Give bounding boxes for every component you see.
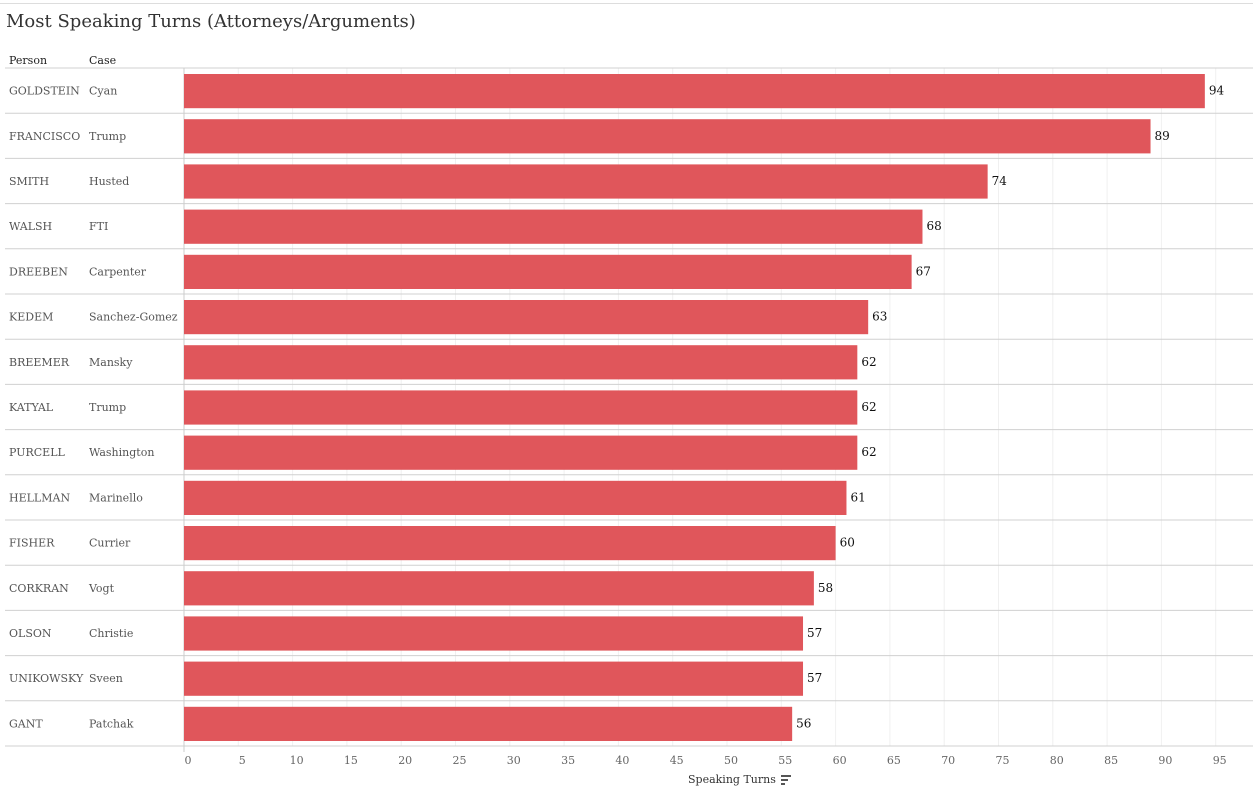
bar[interactable] xyxy=(184,209,923,244)
value-label: 94 xyxy=(1209,84,1225,98)
bar[interactable] xyxy=(184,74,1205,109)
bar[interactable] xyxy=(184,480,847,515)
value-label: 57 xyxy=(807,671,822,685)
bar[interactable] xyxy=(184,164,988,199)
x-tick-label: 50 xyxy=(724,754,738,767)
case-label: Husted xyxy=(89,175,129,188)
person-label: PURCELL xyxy=(9,446,66,459)
case-label: Cyan xyxy=(89,85,117,98)
x-tick-label: 80 xyxy=(1050,754,1064,767)
person-label: KATYAL xyxy=(9,401,54,414)
x-tick-label: 0 xyxy=(185,754,192,767)
x-tick-label: 10 xyxy=(290,754,304,767)
person-label: FRANCISCO xyxy=(9,130,80,143)
value-label: 61 xyxy=(850,490,865,504)
value-label: 89 xyxy=(1155,129,1170,143)
bar[interactable] xyxy=(184,571,814,606)
x-tick-label: 70 xyxy=(941,754,955,767)
person-label: GOLDSTEIN xyxy=(9,85,80,98)
person-label: KEDEM xyxy=(9,311,53,324)
case-label: Patchak xyxy=(89,717,134,730)
value-label: 58 xyxy=(818,581,833,595)
x-tick-label: 15 xyxy=(344,754,358,767)
person-label: DREEBEN xyxy=(9,265,68,278)
person-label: CORKRAN xyxy=(9,582,69,595)
x-tick-label: 20 xyxy=(398,754,412,767)
x-tick-label: 40 xyxy=(615,754,629,767)
value-label: 60 xyxy=(840,536,855,550)
x-axis-label[interactable]: Speaking Turns xyxy=(688,773,791,787)
value-label: 74 xyxy=(992,174,1008,188)
x-tick-label: 5 xyxy=(239,754,246,767)
case-label: Vogt xyxy=(88,582,115,595)
bar[interactable] xyxy=(184,390,858,425)
person-header[interactable]: Person xyxy=(9,54,48,67)
x-tick-label: 90 xyxy=(1158,754,1172,767)
x-tick-label: 30 xyxy=(507,754,521,767)
value-label: 56 xyxy=(796,716,811,730)
bar[interactable] xyxy=(184,661,804,696)
value-label: 68 xyxy=(926,219,941,233)
case-label: Mansky xyxy=(89,356,133,369)
case-header[interactable]: Case xyxy=(89,54,117,67)
top-border xyxy=(0,3,1253,4)
value-label: 62 xyxy=(861,445,876,459)
person-label: HELLMAN xyxy=(9,491,70,504)
case-label: FTI xyxy=(89,220,108,233)
person-label: FISHER xyxy=(9,537,55,550)
x-tick-label: 65 xyxy=(887,754,901,767)
x-tick-label: 60 xyxy=(833,754,847,767)
case-label: Trump xyxy=(89,401,126,414)
value-label: 63 xyxy=(872,310,887,324)
value-label: 62 xyxy=(861,400,876,414)
person-label: GANT xyxy=(9,717,43,730)
bar[interactable] xyxy=(184,300,869,335)
bar[interactable] xyxy=(184,706,793,741)
case-label: Carpenter xyxy=(89,265,147,278)
x-tick-label: 75 xyxy=(996,754,1010,767)
person-label: BREEMER xyxy=(9,356,70,369)
x-tick-label: 55 xyxy=(778,754,792,767)
bar[interactable] xyxy=(184,435,858,470)
person-label: OLSON xyxy=(9,627,52,640)
bar[interactable] xyxy=(184,616,804,651)
x-tick-label: 45 xyxy=(670,754,684,767)
value-label: 57 xyxy=(807,626,822,640)
x-tick-label: 85 xyxy=(1104,754,1118,767)
bar[interactable] xyxy=(184,254,912,289)
case-label: Christie xyxy=(89,627,133,640)
person-label: WALSH xyxy=(9,220,52,233)
case-label: Trump xyxy=(89,130,126,143)
x-tick-label: 95 xyxy=(1213,754,1227,767)
case-label: Marinello xyxy=(89,491,143,504)
value-label: 67 xyxy=(916,264,931,278)
case-label: Currier xyxy=(89,537,131,550)
person-label: SMITH xyxy=(9,175,49,188)
case-label: Sveen xyxy=(89,672,123,685)
case-label: Washington xyxy=(89,446,154,459)
x-tick-label: 35 xyxy=(561,754,575,767)
x-axis-title: Speaking Turns xyxy=(688,773,776,786)
sort-icon[interactable] xyxy=(780,773,791,787)
person-label: UNIKOWSKY xyxy=(9,672,84,685)
bar[interactable] xyxy=(184,119,1151,154)
value-label: 62 xyxy=(861,355,876,369)
x-tick-label: 25 xyxy=(453,754,467,767)
bar[interactable] xyxy=(184,526,836,561)
case-label: Sanchez-Gomez xyxy=(89,311,178,324)
bar[interactable] xyxy=(184,345,858,380)
chart-title: Most Speaking Turns (Attorneys/Arguments… xyxy=(6,11,416,32)
